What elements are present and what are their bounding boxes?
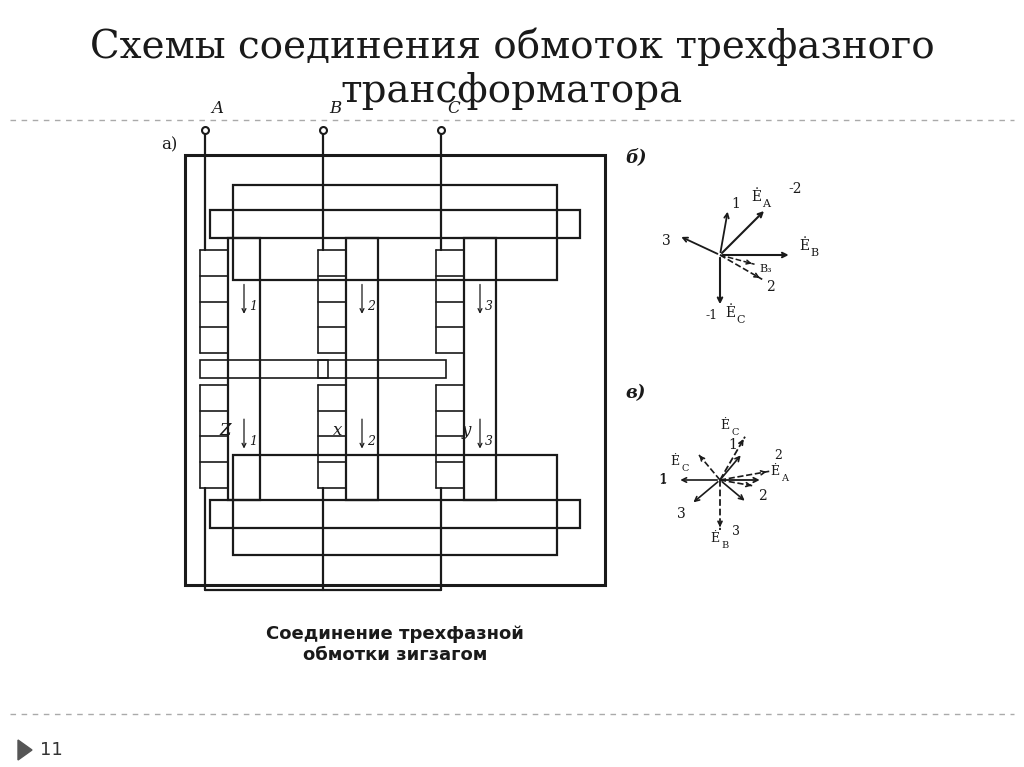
Bar <box>210 210 580 238</box>
Text: 2: 2 <box>766 281 774 295</box>
Text: B: B <box>721 541 728 550</box>
Text: б): б) <box>625 148 646 166</box>
Text: B: B <box>811 248 818 258</box>
Text: 1: 1 <box>658 473 667 487</box>
Text: y: y <box>462 422 471 439</box>
Text: Соединение трехфазной
обмотки зигзагом: Соединение трехфазной обмотки зигзагом <box>266 625 524 663</box>
Bar <box>318 360 446 377</box>
Text: 3: 3 <box>485 300 493 313</box>
Text: C: C <box>681 464 688 473</box>
Text: A: A <box>211 100 223 117</box>
Text: B₃: B₃ <box>760 265 772 275</box>
Text: 1: 1 <box>732 197 740 211</box>
Text: 2: 2 <box>774 449 782 463</box>
Text: C: C <box>736 315 744 325</box>
Text: 3: 3 <box>677 507 686 521</box>
Text: C: C <box>447 100 460 117</box>
Text: Ė: Ė <box>670 455 679 468</box>
Text: 3: 3 <box>732 525 740 538</box>
Text: Схемы соединения обмоток трехфазного
трансформатора: Схемы соединения обмоток трехфазного тра… <box>90 28 934 110</box>
Text: 2: 2 <box>367 435 375 448</box>
Text: Z: Z <box>219 422 230 439</box>
Text: 1: 1 <box>728 438 737 453</box>
Text: 3: 3 <box>485 435 493 448</box>
Bar <box>200 360 328 377</box>
Text: -2: -2 <box>787 182 802 196</box>
Text: -1: -1 <box>705 309 717 322</box>
Text: 1: 1 <box>249 300 257 313</box>
Text: 3: 3 <box>663 234 671 248</box>
Text: Ė: Ė <box>720 419 729 432</box>
Bar <box>185 155 605 585</box>
Text: Ė: Ė <box>725 306 735 320</box>
Text: x: x <box>334 422 343 439</box>
Text: Ė: Ė <box>710 532 719 545</box>
Text: Ė: Ė <box>770 465 779 478</box>
Text: 11: 11 <box>40 741 62 759</box>
Text: 1: 1 <box>249 435 257 448</box>
Text: A: A <box>762 199 770 209</box>
Polygon shape <box>18 740 32 760</box>
Bar <box>233 455 557 555</box>
Text: 1: 1 <box>659 473 668 486</box>
Bar <box>210 500 580 528</box>
Bar <box>464 238 496 500</box>
Bar <box>228 238 260 500</box>
Text: 2: 2 <box>758 489 767 503</box>
Bar <box>346 238 378 500</box>
Text: 2: 2 <box>367 300 375 313</box>
Text: B: B <box>329 100 341 117</box>
Text: A: A <box>781 474 788 483</box>
Text: C: C <box>731 428 738 436</box>
Text: а): а) <box>161 137 177 153</box>
Bar <box>233 185 557 280</box>
Text: Ė: Ė <box>751 190 761 204</box>
Text: в): в) <box>625 384 645 402</box>
Text: Ė: Ė <box>800 239 810 253</box>
